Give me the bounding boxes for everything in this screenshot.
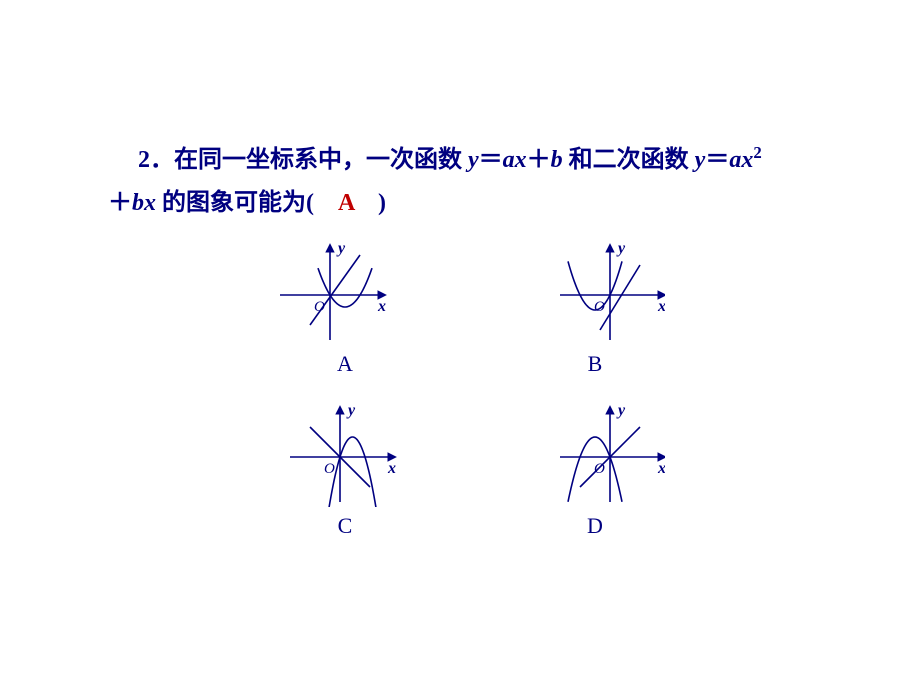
label-C: C [275, 513, 415, 539]
svg-D: xyO [525, 397, 665, 507]
eq2-eq: ＝ [705, 147, 729, 173]
figures-row-2: x y O C x y O D [220, 397, 720, 539]
text-part2: 和二次函数 [563, 147, 695, 173]
svg-text:O: O [594, 299, 605, 315]
svg-B: x y O [525, 235, 665, 345]
svg-text:y: y [616, 240, 626, 257]
text-part4: ) [354, 190, 386, 216]
eq1-eq: ＝ [479, 147, 503, 173]
figure-B: x y O B [525, 235, 665, 377]
text-part3: 的图象可能为( [156, 190, 338, 216]
question-number: 2 [138, 147, 150, 173]
eq1-b: b [551, 147, 563, 173]
figures-grid: x y O A x y O B x y O C x y O D [220, 235, 720, 559]
text-part3-prefix: ＋ [108, 190, 132, 216]
figure-D: xyO D [525, 397, 665, 539]
answer-letter: A [338, 190, 354, 216]
eq1-plus: ＋ [527, 147, 551, 173]
label-B: B [525, 351, 665, 377]
svg-A: xyO [275, 235, 415, 345]
svg-text:x: x [377, 298, 386, 315]
svg-C: x y O [275, 397, 415, 507]
eq1-y: y [468, 147, 479, 173]
eq2-sup: 2 [753, 143, 761, 162]
svg-text:O: O [324, 461, 335, 477]
eq2-ax: ax [729, 147, 753, 173]
question-text: 2．在同一坐标系中，一次函数 y＝ax＋b 和二次函数 y＝ax2＋bx 的图象… [108, 138, 848, 225]
label-D: D [525, 513, 665, 539]
figures-row-1: x y O A x y O B [220, 235, 720, 377]
text-part1: ．在同一坐标系中，一次函数 [150, 147, 468, 173]
eq1-ax: ax [503, 147, 527, 173]
svg-text:x: x [657, 460, 665, 477]
label-A: A [275, 351, 415, 377]
svg-text:y: y [346, 402, 356, 419]
eq2-bx: bx [132, 190, 156, 216]
svg-text:y: y [336, 240, 346, 257]
svg-text:x: x [387, 460, 396, 477]
figure-C: x y O C [275, 397, 415, 539]
svg-text:x: x [657, 298, 665, 315]
eq2-y: y [695, 147, 706, 173]
figure-A: xyO A [275, 235, 415, 377]
svg-text:y: y [616, 402, 626, 419]
